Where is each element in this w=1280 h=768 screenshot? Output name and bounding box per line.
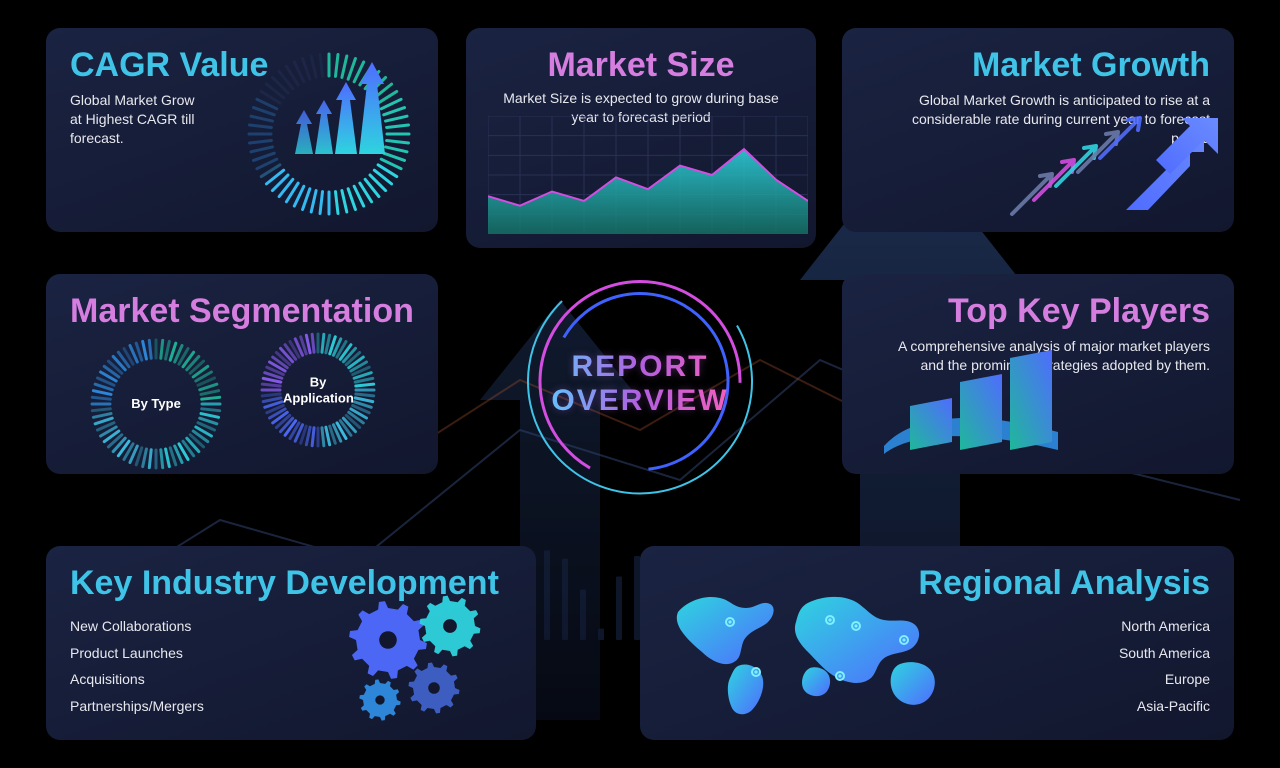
segmentation-title: Market Segmentation (70, 292, 414, 331)
card-segmentation: Market Segmentation By Type By Applicati… (46, 274, 438, 474)
card-regional: Regional Analysis North America South Am… (640, 546, 1234, 740)
tkp-title: Top Key Players (866, 292, 1210, 331)
center-badge: REPORT OVERVIEW (510, 252, 770, 517)
center-line2: OVERVIEW (551, 384, 728, 419)
cagr-desc: Global Market Grow at Highest CAGR till … (70, 91, 210, 148)
donut-by-application: By Application (256, 328, 380, 452)
card-cagr: CAGR Value Global Market Grow at Highest… (46, 28, 438, 232)
cagr-dial-icon (234, 42, 424, 222)
donut-label-application: By Application (283, 374, 353, 405)
card-top-key-players: Top Key Players A comprehensive analysis… (842, 274, 1234, 474)
card-market-growth: Market Growth Global Market Growth is an… (842, 28, 1234, 232)
world-map-icon (660, 580, 970, 730)
market-growth-arrows-icon (1000, 96, 1220, 226)
donut-by-type: By Type (86, 334, 226, 474)
tkp-bars-icon (880, 346, 1070, 456)
gears-icon (322, 580, 522, 738)
card-key-industry: Key Industry Development New Collaborati… (46, 546, 536, 740)
market-growth-title: Market Growth (866, 46, 1210, 85)
market-size-title: Market Size (490, 46, 792, 85)
donut-label-type: By Type (121, 396, 191, 412)
center-line1: REPORT (551, 350, 728, 385)
market-size-chart (488, 116, 808, 234)
card-market-size: Market Size Market Size is expected to g… (466, 28, 816, 248)
